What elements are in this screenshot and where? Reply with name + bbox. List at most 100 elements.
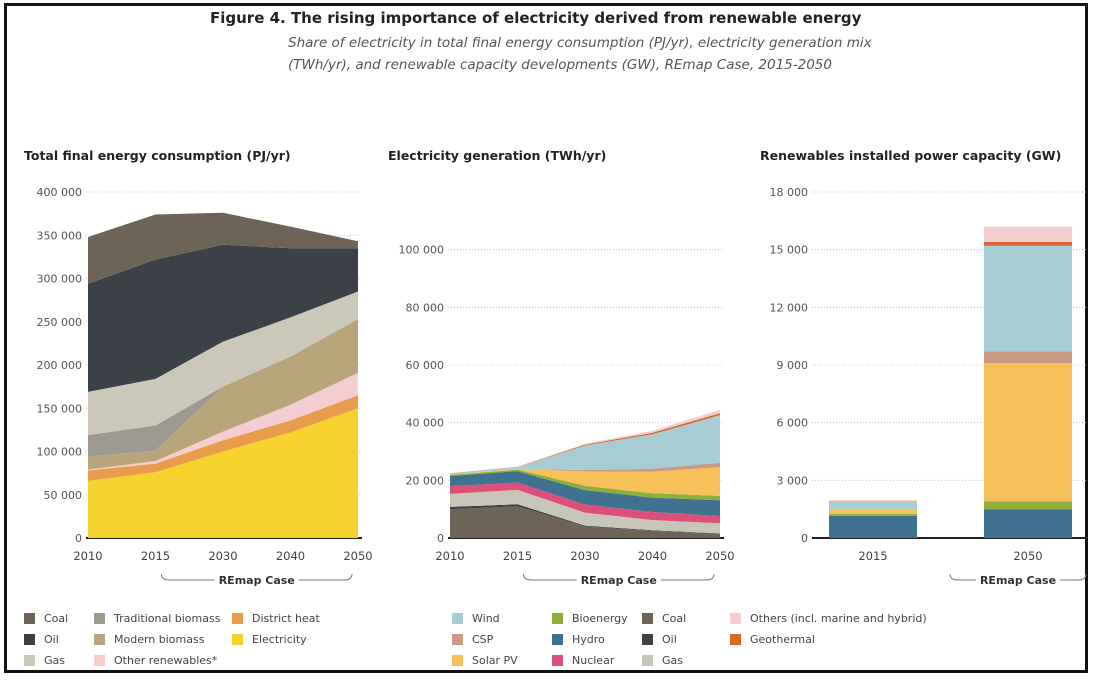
legend-item: Coal (24, 612, 68, 625)
figure-title: Figure 4. The rising importance of elect… (210, 9, 862, 27)
x-tick-label: 2030 (208, 549, 237, 563)
bar-segment-hydro (984, 509, 1072, 538)
area-series-oil (88, 244, 358, 392)
legend-swatch (94, 613, 105, 624)
legend-swatch (94, 655, 105, 666)
area-series-coal (88, 212, 358, 284)
legend-swatch (642, 613, 653, 624)
legend-item: Gas (642, 654, 683, 667)
legend-swatch (94, 634, 105, 645)
y-tick-label: 9 000 (777, 359, 809, 372)
y-tick-label: 350 000 (37, 229, 83, 242)
remap-case-label: REmap Case (581, 574, 657, 587)
x-tick-label: 2030 (570, 549, 599, 563)
x-tick-label: 2040 (638, 549, 667, 563)
y-tick-label: 200 000 (37, 359, 83, 372)
legend-item: Solar PV (452, 654, 518, 667)
legend-label: Gas (44, 654, 65, 667)
area-series-electricity (88, 408, 358, 538)
legend-label: Solar PV (472, 654, 518, 667)
figure-subtitle-line-2: (TWh/yr), and renewable capacity develop… (288, 57, 832, 73)
bar-segment-bioenergy (829, 513, 917, 516)
figure-subtitle-line-1: Share of electricity in total final ener… (288, 35, 872, 51)
legend-swatch (232, 613, 243, 624)
y-tick-label: 15 000 (770, 244, 809, 257)
legend-item: District heat (232, 612, 320, 625)
legend-swatch (642, 655, 653, 666)
y-tick-label: 20 000 (406, 474, 445, 487)
x-tick-label: 2015 (141, 549, 170, 563)
x-tick-label: 2040 (276, 549, 305, 563)
remap-case-label: REmap Case (219, 574, 295, 587)
legend-item: Oil (642, 633, 677, 646)
legend-item: Modern biomass (94, 633, 204, 646)
area-series-nuclear (450, 482, 720, 524)
y-tick-label: 250 000 (37, 316, 83, 329)
legend-label: Gas (662, 654, 683, 667)
legend-label: Bioenergy (572, 612, 628, 625)
legend-swatch (730, 613, 741, 624)
chart-3-title: Renewables installed power capacity (GW) (760, 148, 1062, 163)
legend-swatch (24, 634, 35, 645)
area-series-bioenergy (450, 469, 720, 501)
legend-swatch (552, 655, 563, 666)
y-tick-label: 18 000 (770, 186, 809, 199)
legend-swatch (452, 634, 463, 645)
x-tick-label: 2015 (503, 549, 532, 563)
bar-segment-solar-pv (984, 363, 1072, 502)
bar-segment-others-marine-hybrid (984, 226, 1072, 242)
legend-label: CSP (472, 633, 494, 646)
legend-item: Electricity (232, 633, 307, 646)
legend-label: Traditional biomass (114, 612, 221, 625)
legend-label: Other renewables* (114, 654, 218, 667)
y-tick-label: 0 (75, 532, 82, 545)
legend-label: Oil (44, 633, 59, 646)
y-tick-label: 12 000 (770, 301, 809, 314)
legend-item: Geothermal (730, 633, 815, 646)
y-tick-label: 3 000 (777, 474, 809, 487)
y-tick-label: 6 000 (777, 417, 809, 430)
legend-item: Other renewables* (94, 654, 217, 667)
legend-swatch (24, 613, 35, 624)
legend-label: District heat (252, 612, 320, 625)
area-series-gen-coal (450, 506, 720, 538)
bar-segment-solar-pv (829, 509, 917, 514)
legend-item: Wind (452, 612, 500, 625)
y-tick-label: 150 000 (37, 402, 83, 415)
y-tick-label: 0 (801, 532, 808, 545)
remap-case-label-bg (975, 573, 1061, 588)
x-tick-label: 2050 (1013, 549, 1042, 563)
legend-swatch (24, 655, 35, 666)
legend-item: Oil (24, 633, 59, 646)
bar-segment-wind (829, 500, 917, 510)
x-tick-label: 2010 (73, 549, 102, 563)
legend-label: Geothermal (750, 633, 815, 646)
legend-label: Coal (44, 612, 69, 625)
bar-segment-wind (984, 245, 1072, 352)
legend-item: CSP (452, 633, 493, 646)
area-series-csp (450, 462, 720, 475)
bar-segment-bioenergy (984, 501, 1072, 510)
legend-item: Others (incl. marine and hybrid) (730, 612, 927, 625)
legend-swatch (642, 634, 653, 645)
chart-2-title: Electricity generation (TWh/yr) (388, 148, 607, 163)
bar-segment-csp (984, 351, 1072, 364)
legend-item: Hydro (552, 633, 605, 646)
x-tick-label: 2050 (343, 549, 372, 563)
y-tick-label: 100 000 (37, 446, 83, 459)
y-tick-label: 40 000 (406, 417, 445, 430)
y-tick-label: 100 000 (399, 244, 445, 257)
area-series-gen-oil (450, 504, 720, 534)
legend-item: Nuclear (552, 654, 614, 667)
legend-label: Coal (662, 612, 687, 625)
area-series-modern-biomass (88, 319, 358, 470)
legend-item: Traditional biomass (94, 612, 220, 625)
area-series-traditional-biomass (88, 319, 358, 457)
bar-segment-hydro (829, 515, 917, 538)
remap-case-label-bg (214, 573, 299, 588)
figure-frame (4, 3, 1088, 673)
bar-segment-geothermal (984, 241, 1072, 246)
legend-swatch (452, 613, 463, 624)
legend-swatch (730, 634, 741, 645)
